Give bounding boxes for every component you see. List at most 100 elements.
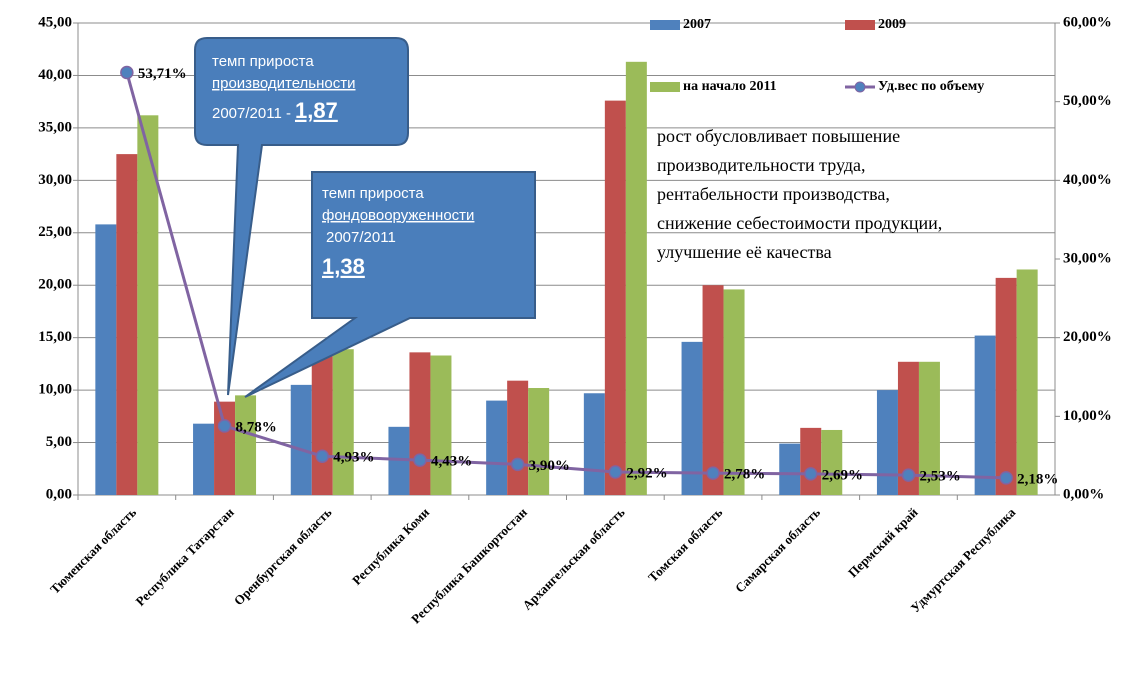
data-label: 4,43% [431,454,472,470]
y-tick-label: 10,00 [38,382,72,398]
y-tick-label: 45,00 [38,14,72,30]
bar [430,355,452,495]
line-layer: 53,71% 8,78% 4,93% 4,43% 3,90% 2,92% 2,78% 2,69… [120,65,1058,487]
annotations: темп прироста производительности 2007/2011… [194,37,942,398]
bar [723,289,745,495]
bar [332,349,354,495]
y-tick-label: 0,00 [46,486,72,502]
bar [897,361,919,495]
point [217,419,232,433]
bars [95,61,1038,496]
legend-label: на начало 2011 [683,79,777,94]
bar [235,395,257,495]
bar [290,384,312,495]
callout-title: темп прироста [322,185,424,202]
point [315,449,329,463]
legend-label: 2007 [683,17,711,32]
bar [528,388,550,495]
bar [193,423,215,495]
callout-shape [194,37,409,396]
y2-tick-label: 60,00% [1063,14,1112,30]
legend-label: 2009 [878,17,906,32]
bar [311,351,333,495]
x-tick-label: Республика Татарстан [133,504,238,609]
note-line: улучшение её качества [657,242,832,262]
line [125,72,1007,480]
bar [681,341,703,495]
x-tick-label: Томская область [645,505,725,585]
data-label: 2,18% [1017,471,1058,487]
data-label: 8,78% [236,419,277,435]
y2-tick-label: 10,00% [1063,408,1112,424]
bar [974,335,996,495]
bar [821,429,843,495]
bar [918,361,940,495]
x-tick-label: Пермский край [845,504,921,580]
callout-subject: фондовооруженности [322,207,474,224]
x-tick-label: Самарская область [732,505,823,596]
y-tick-label: 15,00 [38,329,72,345]
legend-label: Уд.вес по объему [878,79,984,94]
y2-tick-label: 0,00% [1063,486,1104,502]
x-tick-label: Тюменская область [47,505,139,597]
point [804,467,818,481]
bar [137,115,159,496]
x-tick-label: Республика Башкортостан [408,504,530,626]
bar [702,285,724,495]
bar [1016,269,1038,495]
x-tick-label: Архангельская область [519,505,627,613]
y-tick-label: 25,00 [38,224,72,240]
y2-tick-label: 50,00% [1063,93,1112,109]
data-label: 3,90% [529,458,570,474]
bar [409,352,431,495]
data-label: 2,53% [919,469,960,485]
y2-tick-label: 30,00% [1063,250,1112,266]
note-line: рентабельности производства, [657,184,890,204]
y2-tick-label: 20,00% [1063,329,1112,345]
y-tick-label: 5,00 [46,434,72,450]
data-label: 4,93% [333,450,374,466]
y2-tick-label: 40,00% [1063,172,1112,188]
y-tick-label: 40,00 [38,67,72,83]
x-tick-label: Удмуртская Республика [908,504,1019,615]
point [999,471,1013,485]
y-tick-label: 35,00 [38,119,72,135]
x-tick-label: Республика Коми [349,504,433,588]
callout-shape [244,171,536,398]
point [901,468,916,482]
legend-swatch [650,82,680,92]
legend: 2007 2009 на начало 2011 Уд.вес по объему [650,17,984,94]
legend-swatch [845,20,875,30]
note-line: производительности труда, [657,155,866,175]
point [706,466,720,480]
note-line: снижение себестоимости продукции, [657,213,942,233]
callout-value: 1,87 [295,98,338,123]
bar [116,154,138,495]
data-label: 2,92% [626,465,667,481]
bar [800,427,822,495]
bar [583,393,605,495]
bar [876,390,898,495]
legend-swatch [854,81,866,93]
point [608,465,623,479]
bar [486,400,508,495]
bar [95,224,117,496]
callout-value: 1,38 [322,254,365,279]
data-label: 2,78% [724,467,765,483]
y-tick-label: 20,00 [38,277,72,293]
bar [625,61,647,495]
bar [214,401,236,495]
callout-subject: производительности [212,75,356,92]
x-tick-label: Оренбургская область [231,505,335,609]
point [413,453,427,467]
bar [388,426,410,495]
point [120,65,134,80]
callout-period: 2007/2011 - [212,105,291,122]
bar [995,277,1017,495]
data-label: 2,69% [822,467,863,483]
bar [507,380,529,495]
y-tick-label: 30,00 [38,172,72,188]
bar [604,100,626,496]
callout-title: темп прироста [212,53,314,70]
